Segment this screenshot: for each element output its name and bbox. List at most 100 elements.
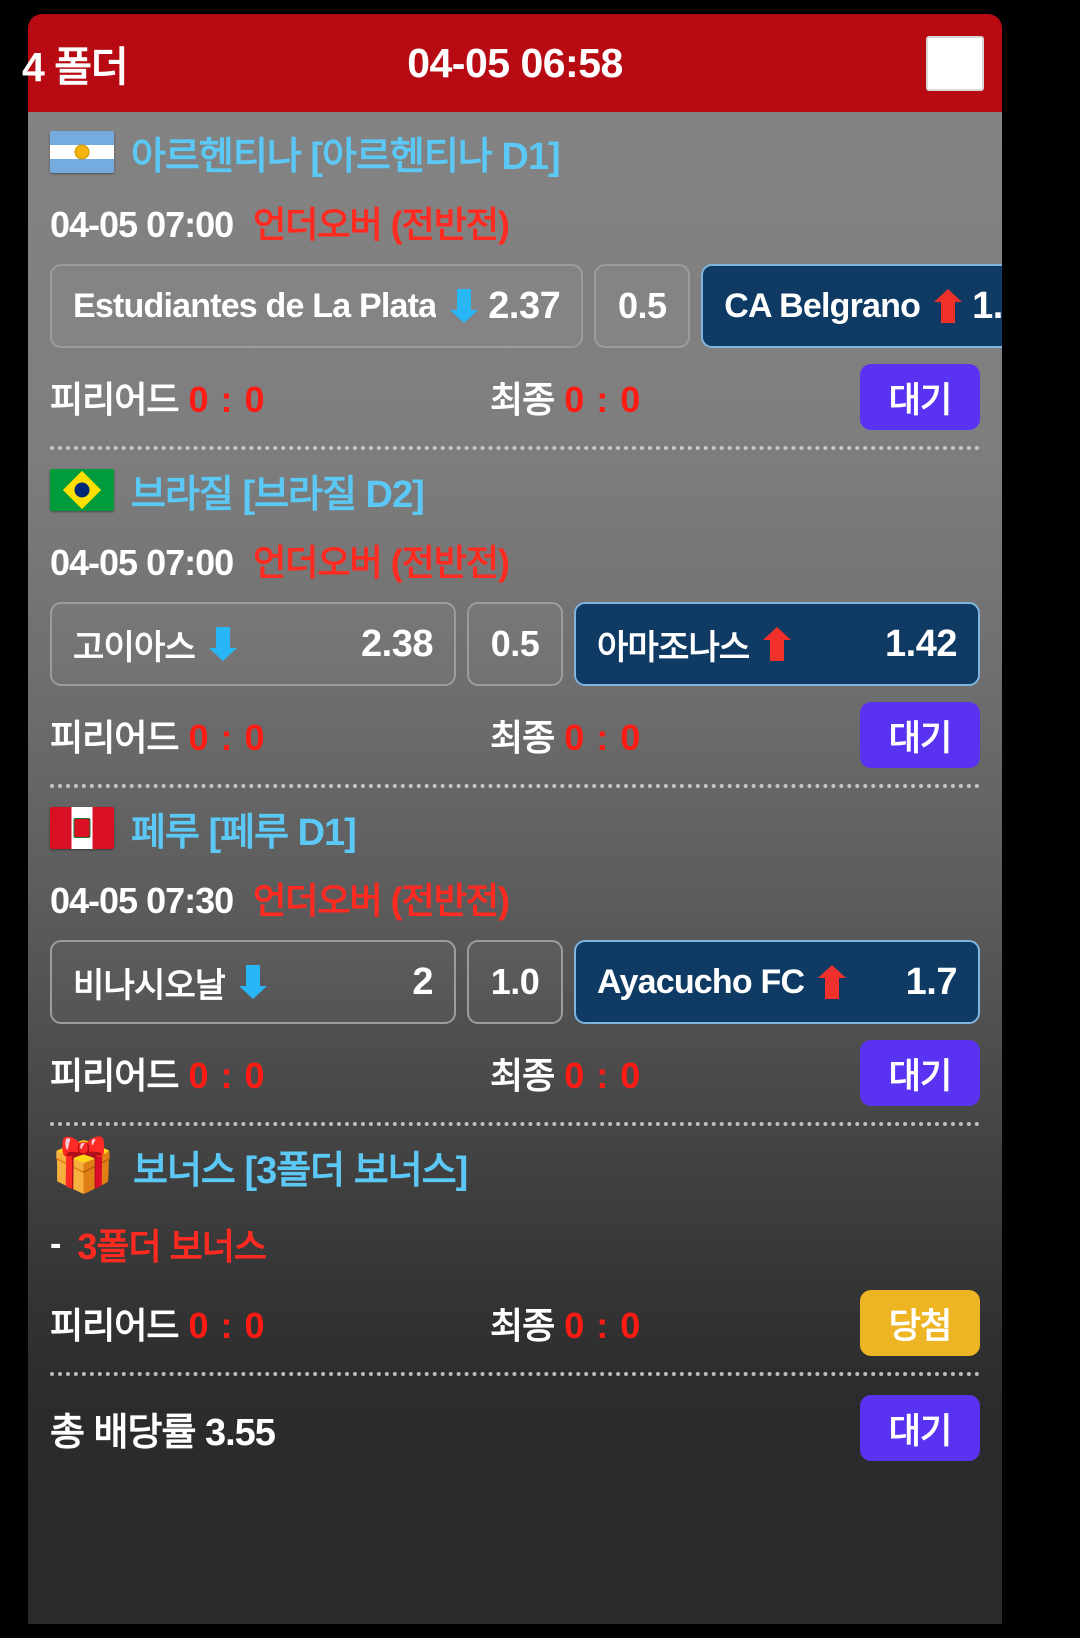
bonus-status-row: 피리어드 0 : 0 최종 0 : 0 당첨 xyxy=(50,1274,980,1372)
section-divider xyxy=(50,1122,980,1126)
peru-flag-icon xyxy=(50,807,114,849)
league-row: 페루 [페루 D1] xyxy=(50,788,980,854)
away-selection-button[interactable]: Ayacucho FC 1.7 xyxy=(574,940,980,1024)
away-selection-button[interactable]: 아마조나스 1.42 xyxy=(574,602,980,686)
handicap-line: 0.5 xyxy=(617,285,667,326)
final-score: 0 : 0 xyxy=(564,1055,642,1096)
period-score-group: 피리어드 0 : 0 xyxy=(50,709,490,761)
match-card: 브라질 [브라질 D2] 04-05 07:00 언더오버 (전반전) 고이아스… xyxy=(28,450,1002,788)
odds-row: 고이아스 2.38 0.5 아마조나스 1.42 xyxy=(50,602,980,686)
section-divider xyxy=(50,1372,980,1376)
arrow-up-icon xyxy=(763,627,792,661)
away-odds: 1.42 xyxy=(885,622,957,665)
period-score-group: 피리어드 0 : 0 xyxy=(50,1047,490,1099)
home-selection-button[interactable]: 비나시오날 2 xyxy=(50,940,456,1024)
period-score: 0 : 0 xyxy=(188,1305,266,1346)
status-row: 피리어드 0 : 0 최종 0 : 0 대기 xyxy=(50,348,980,446)
home-odds: 2.37 xyxy=(488,284,561,327)
period-score: 0 : 0 xyxy=(188,379,266,420)
bonus-dash: - xyxy=(50,1224,62,1263)
bonus-league-name: 보너스 [3폴더 보너스] xyxy=(133,1149,468,1192)
arrow-up-icon xyxy=(818,965,847,999)
match-meta: 04-05 07:30 언더오버 (전반전) xyxy=(50,850,980,930)
home-team-name: 비나시오날 xyxy=(73,966,226,1005)
total-status-badge[interactable]: 대기 xyxy=(860,1395,980,1461)
section-divider xyxy=(50,446,980,450)
status-row: 피리어드 0 : 0 최종 0 : 0 대기 xyxy=(50,686,980,784)
final-score-group: 최종 0 : 0 xyxy=(490,1047,641,1099)
bonus-detail-row: - 3폴더 보너스 xyxy=(50,1188,980,1274)
league-name: 아르헨티나 [아르헨티나 D1] xyxy=(131,135,561,178)
handicap-line-box: 1.0 xyxy=(467,940,563,1024)
match-meta: 04-05 07:00 언더오버 (전반전) xyxy=(50,174,980,254)
status-badge-win[interactable]: 당첨 xyxy=(860,1290,980,1356)
period-label: 피리어드 xyxy=(50,379,179,420)
handicap-line: 1.0 xyxy=(490,961,540,1002)
final-score: 0 : 0 xyxy=(564,379,642,420)
arrow-down-icon xyxy=(208,627,237,661)
total-card: 총 배당률 3.55 대기 xyxy=(28,1376,1002,1480)
market-name: 언더오버 (전반전) xyxy=(253,880,510,921)
arrow-down-icon xyxy=(239,965,268,999)
final-score-group: 최종 0 : 0 xyxy=(490,709,641,761)
bet-slip-body: 아르헨티나 [아르헨티나 D1] 04-05 07:00 언더오버 (전반전) … xyxy=(28,112,1002,1624)
home-selection-button[interactable]: Estudiantes de La Plata 2.37 xyxy=(50,264,584,348)
home-team-name: Estudiantes de La Plata xyxy=(73,286,437,325)
period-score: 0 : 0 xyxy=(188,1055,266,1096)
period-score-group: 피리어드 0 : 0 xyxy=(50,371,490,423)
period-label: 피리어드 xyxy=(50,1305,179,1346)
league-name: 브라질 [브라질 D2] xyxy=(131,473,425,516)
app-header: 4 폴더 04-05 06:58 xyxy=(22,14,1002,112)
period-label: 피리어드 xyxy=(50,717,179,758)
match-card: 페루 [페루 D1] 04-05 07:30 언더오버 (전반전) 비나시오날 … xyxy=(28,788,1002,1126)
match-card: 아르헨티나 [아르헨티나 D1] 04-05 07:00 언더오버 (전반전) … xyxy=(28,112,1002,450)
final-label: 최종 xyxy=(490,379,555,420)
league-name: 페루 [페루 D1] xyxy=(131,811,357,854)
match-date: 04-05 07:00 xyxy=(50,204,234,245)
bonus-card: 🎁 보너스 [3폴더 보너스] - 3폴더 보너스 피리어드 0 : 0 최종 … xyxy=(28,1126,1002,1376)
final-score-group: 최종 0 : 0 xyxy=(490,371,641,423)
final-label: 최종 xyxy=(490,1055,555,1096)
away-odds: 1.7 xyxy=(905,960,958,1003)
odds-row: 비나시오날 2 1.0 Ayacucho FC 1.7 xyxy=(50,940,980,1024)
home-team-name: 고이아스 xyxy=(73,628,195,667)
section-divider xyxy=(50,784,980,788)
market-name: 언더오버 (전반전) xyxy=(253,204,510,245)
brazil-flag-icon xyxy=(50,469,114,511)
handicap-line: 0.5 xyxy=(490,623,540,664)
home-odds: 2.38 xyxy=(361,622,433,665)
arrow-up-icon xyxy=(934,289,963,323)
league-row: 브라질 [브라질 D2] xyxy=(50,450,980,516)
away-team-name: Ayacucho FC xyxy=(597,962,805,1001)
home-selection-button[interactable]: 고이아스 2.38 xyxy=(50,602,456,686)
final-label: 최종 xyxy=(490,1305,555,1346)
total-odds-label: 총 배당률 3.55 xyxy=(50,1411,276,1454)
market-name: 언더오버 (전반전) xyxy=(253,542,510,583)
period-score-group: 피리어드 0 : 0 xyxy=(50,1297,490,1349)
final-score: 0 : 0 xyxy=(564,717,642,758)
odds-row: Estudiantes de La Plata 2.37 0.5 CA Belg… xyxy=(50,264,1002,348)
match-date: 04-05 07:00 xyxy=(50,542,234,583)
arrow-down-icon xyxy=(450,289,479,323)
final-score: 0 : 0 xyxy=(564,1305,642,1346)
final-label: 최종 xyxy=(490,717,555,758)
status-row: 피리어드 0 : 0 최종 0 : 0 대기 xyxy=(50,1024,980,1122)
total-row: 총 배당률 3.55 대기 xyxy=(50,1376,980,1480)
status-badge-pending[interactable]: 대기 xyxy=(860,702,980,768)
final-score-group: 최종 0 : 0 xyxy=(490,1297,641,1349)
handicap-line-box: 0.5 xyxy=(467,602,563,686)
header-timestamp: 04-05 06:58 xyxy=(407,39,623,86)
away-selection-button[interactable]: CA Belgrano 1.43 xyxy=(701,264,1002,348)
away-team-name: 아마조나스 xyxy=(597,628,750,667)
bonus-text: 3폴더 보너스 xyxy=(77,1226,267,1267)
gift-icon: 🎁 xyxy=(50,1137,116,1195)
match-date: 04-05 07:30 xyxy=(50,880,234,921)
status-badge-pending[interactable]: 대기 xyxy=(860,364,980,430)
close-square-icon[interactable] xyxy=(926,36,984,91)
period-label: 피리어드 xyxy=(50,1055,179,1096)
match-meta: 04-05 07:00 언더오버 (전반전) xyxy=(50,512,980,592)
handicap-line-box: 0.5 xyxy=(594,264,691,348)
home-odds: 2 xyxy=(412,960,433,1003)
status-badge-pending[interactable]: 대기 xyxy=(860,1040,980,1106)
